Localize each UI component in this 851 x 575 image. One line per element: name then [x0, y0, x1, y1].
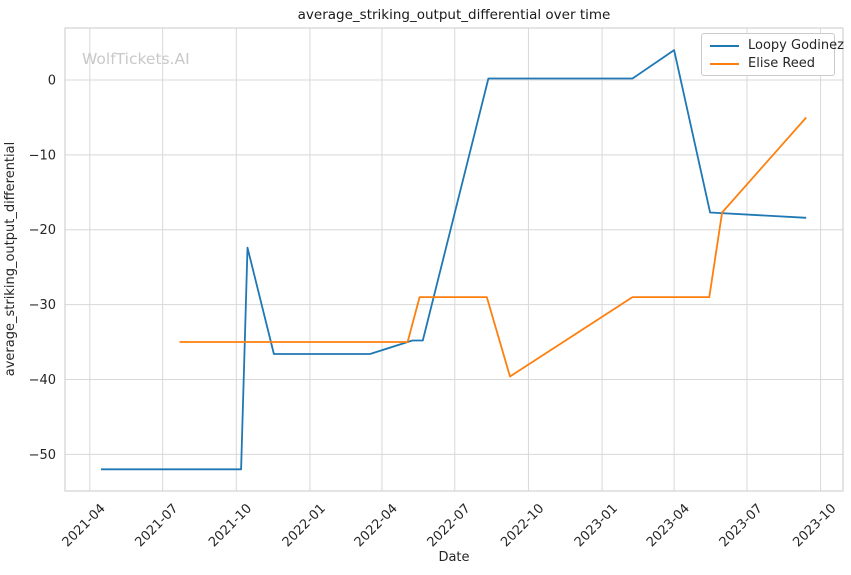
series-line-elise-reed	[179, 116, 807, 378]
legend-line-sample-icon	[710, 44, 739, 47]
legend-label: Elise Reed	[748, 56, 816, 71]
x-tick-label: 2022-07	[425, 501, 474, 550]
series-line-loopy-godinez	[101, 49, 807, 471]
legend-line-sample-icon	[710, 62, 739, 65]
x-tick-label: 2023-10	[790, 501, 839, 550]
y-tick-label: 0	[48, 74, 56, 89]
y-tick-label: −50	[29, 448, 56, 463]
plot-border	[64, 27, 844, 492]
x-tick-label: 2021-10	[206, 501, 255, 550]
grid-layer	[64, 27, 844, 492]
x-tick-label: 2023-01	[572, 501, 621, 550]
legend: Loopy Godinez Elise Reed	[701, 33, 844, 76]
x-tick-label: 2021-07	[132, 501, 181, 550]
y-tick-label: −30	[29, 298, 56, 313]
y-tick-label: −40	[29, 373, 56, 388]
legend-item-elise-reed: Elise Reed	[710, 57, 826, 70]
y-axis-label: average_striking_output_differential	[3, 142, 18, 376]
y-tick-label: −10	[29, 148, 56, 163]
x-tick-label: 2023-04	[644, 501, 693, 550]
watermark: WolfTickets.AI	[82, 50, 190, 68]
x-tick-label: 2021-04	[60, 501, 109, 550]
x-tick-label: 2022-04	[352, 501, 401, 550]
legend-label: Loopy Godinez	[748, 38, 844, 53]
x-axis-label: Date	[438, 550, 469, 565]
chart-title: average_striking_output_differential ove…	[298, 7, 611, 23]
x-tick-label: 2022-01	[280, 501, 329, 550]
series-layer	[101, 49, 807, 471]
x-tick-label: 2022-10	[498, 501, 547, 550]
x-tick-label: 2023-07	[717, 501, 766, 550]
y-tick-label: −20	[29, 223, 56, 238]
tick-layer: 2021-04 2021-07 2021-10 2022-01 2022-04 2022-…	[29, 74, 840, 551]
legend-item-loopy-godinez: Loopy Godinez	[710, 39, 844, 52]
